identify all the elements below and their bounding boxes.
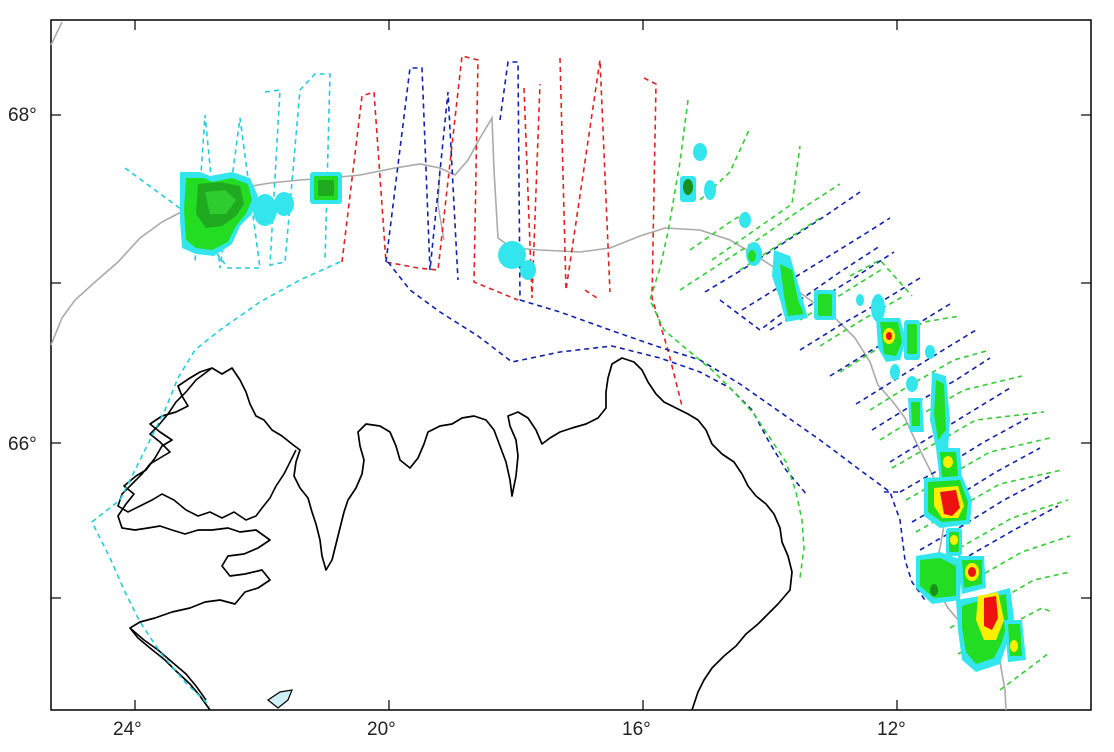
survey-lines-red [341, 55, 683, 407]
lat-label-68: 68° [8, 105, 37, 126]
lon-label-16: 16° [622, 719, 651, 740]
map-frame [50, 19, 1092, 711]
shelf-edge-top [50, 21, 63, 46]
iceland-coastline [117, 357, 793, 711]
lon-label-24: 24° [113, 719, 142, 740]
westfjords-coast [117, 367, 297, 521]
axis-ticks [51, 20, 1091, 710]
lon-label-12: 12° [877, 719, 906, 740]
lake-outline [266, 689, 293, 709]
lat-label-66: 66° [8, 434, 37, 455]
reykjanes-coast [129, 627, 207, 701]
lon-label-20: 20° [367, 719, 396, 740]
survey-lines-cyan [90, 73, 341, 707]
density-patches [180, 143, 1026, 672]
